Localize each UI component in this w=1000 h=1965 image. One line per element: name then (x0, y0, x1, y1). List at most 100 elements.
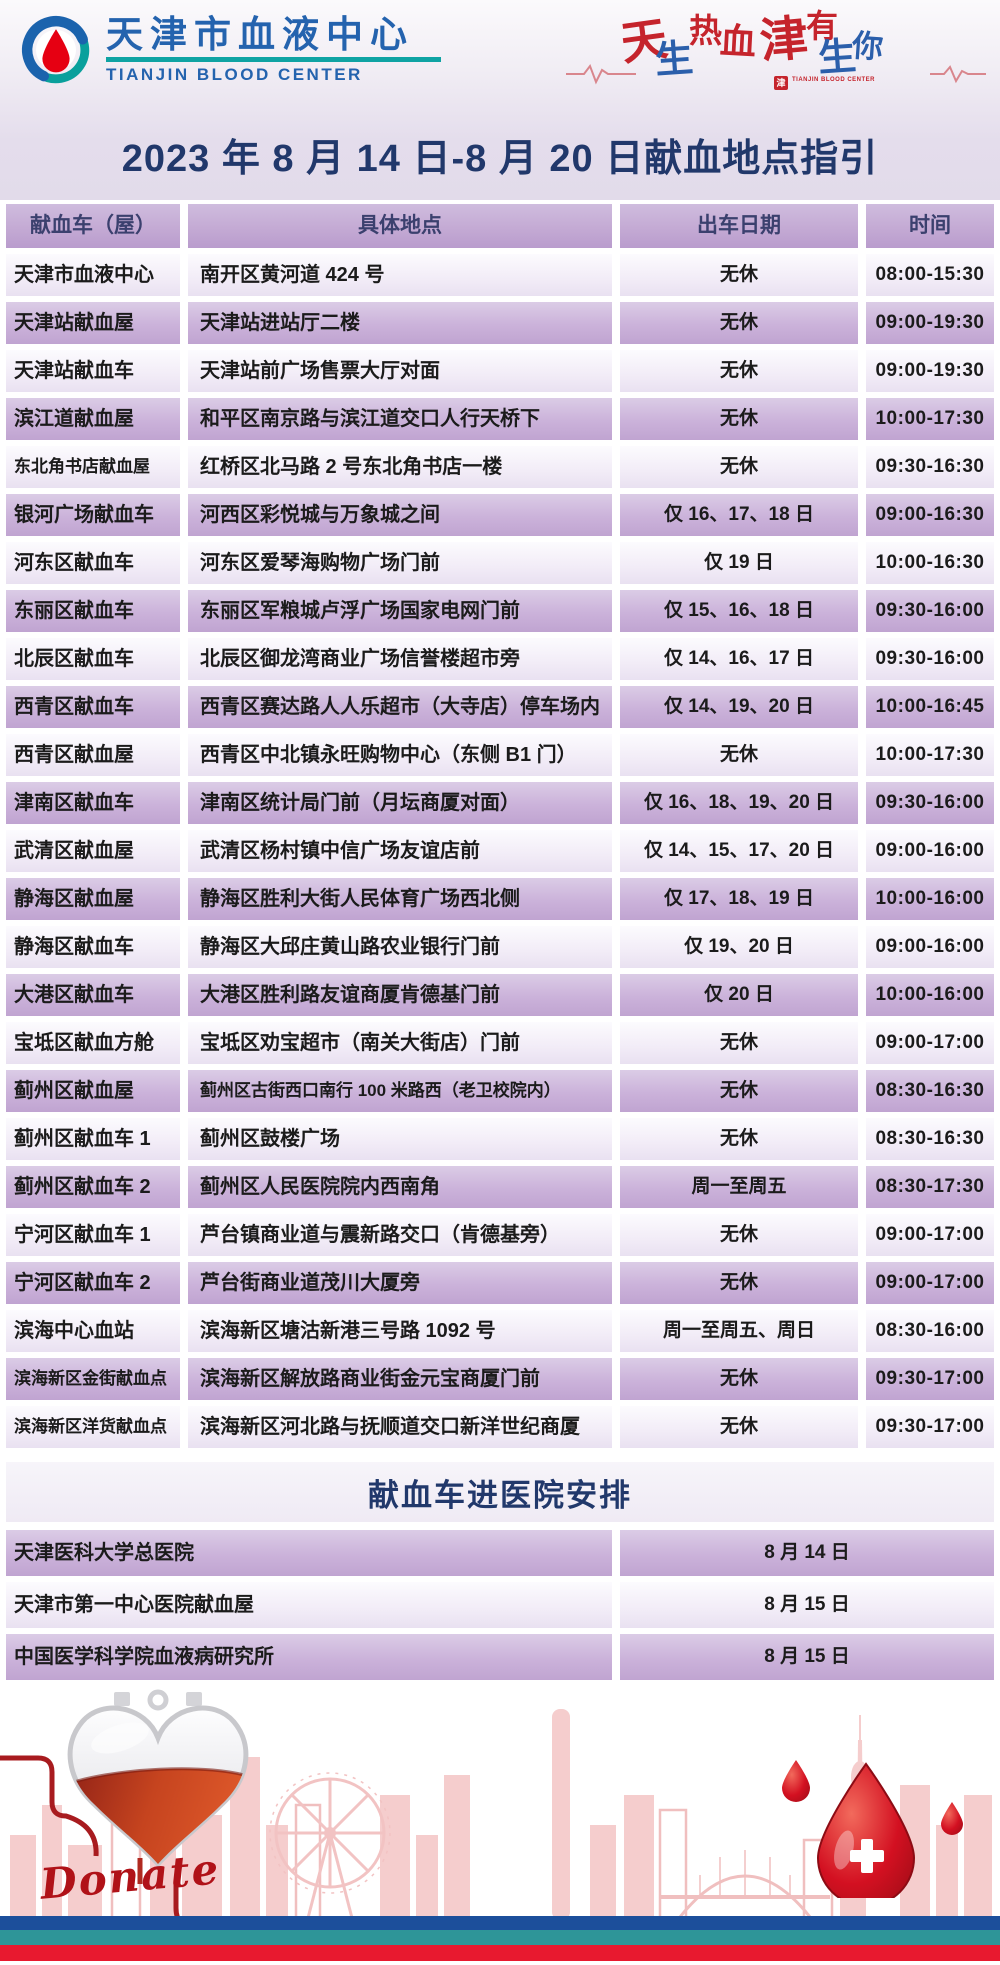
decorative-footer: Donate (0, 1680, 1000, 1965)
logo-chinese-name: 天津市血液中心 (106, 13, 414, 55)
time-cell: 09:30-16:00 (866, 638, 994, 680)
dates-cell: 仅 15、16、18 日 (620, 590, 858, 632)
station-name-cell: 天津站献血车 (6, 350, 180, 392)
time-cell: 09:30-17:00 (866, 1406, 994, 1448)
address-cell: 蓟州区古街西口南行 100 米路西（老卫校院内） (188, 1070, 612, 1112)
station-name-cell: 静海区献血屋 (6, 878, 180, 920)
blood-drop-ring-icon (21, 16, 90, 84)
address-cell: 和平区南京路与滨江道交口人行天桥下 (188, 398, 612, 440)
address-cell: 滨海新区塘沽新港三号路 1092 号 (188, 1310, 612, 1352)
dates-cell: 无休 (620, 1358, 858, 1400)
address-cell: 北辰区御龙湾商业广场信誉楼超市旁 (188, 638, 612, 680)
schedule-table: 献血车（屋） 具体地点 出车日期 时间 天津市血液中心 南开区黄河道 424 号无休 08… (0, 200, 1000, 1448)
time-cell: 09:30-16:00 (866, 590, 994, 632)
dates-cell: 无休 (620, 398, 858, 440)
address-cell: 东丽区军粮城卢浮广场国家电网门前 (188, 590, 612, 632)
time-cell: 09:30-16:00 (866, 782, 994, 824)
stripe-blue (0, 1916, 1000, 1930)
dates-cell: 无休 (620, 1118, 858, 1160)
heart-blood-bag-icon (67, 1689, 249, 1884)
time-cell: 09:30-16:30 (866, 446, 994, 488)
address-cell: 静海区胜利大街人民体育广场西北侧 (188, 878, 612, 920)
dates-cell: 无休 (620, 254, 858, 296)
dates-cell: 无休 (620, 302, 858, 344)
address-cell: 天津站进站厅二楼 (188, 302, 612, 344)
address-cell: 宝坻区劝宝超市（南关大街店）门前 (188, 1022, 612, 1064)
time-cell: 08:00-15:30 (866, 254, 994, 296)
time-cell: 08:30-16:00 (866, 1310, 994, 1352)
time-cell: 09:00-16:30 (866, 494, 994, 536)
time-cell: 09:00-19:30 (866, 350, 994, 392)
address-cell: 武清区杨村镇中信广场友谊店前 (188, 830, 612, 872)
hospital-table-body: 天津医科大学总医院 8 月 14 日天津市第一中心医院献血屋 8 月 15 日中国医… (0, 1530, 1000, 1680)
station-name-cell: 大港区献血车 (6, 974, 180, 1016)
time-cell: 08:30-17:30 (866, 1166, 994, 1208)
slogan-characters: 天生热血津有生你 (617, 10, 884, 82)
hospital-section-title: 献血车进医院安排 (368, 1477, 632, 1513)
heartbeat-line-icon (566, 63, 636, 85)
station-name-cell: 宝坻区献血方舱 (6, 1022, 180, 1064)
dates-cell: 仅 14、16、17 日 (620, 638, 858, 680)
station-name-cell: 西青区献血屋 (6, 734, 180, 776)
station-name-cell: 武清区献血屋 (6, 830, 180, 872)
dates-cell: 仅 16、18、19、20 日 (620, 782, 858, 824)
station-name-cell: 蓟州区献血屋 (6, 1070, 180, 1112)
table-header-row: 献血车（屋） 具体地点 出车日期 时间 (6, 204, 994, 248)
time-cell: 09:00-17:00 (866, 1214, 994, 1256)
dates-cell: 无休 (620, 1070, 858, 1112)
time-cell: 09:00-17:00 (866, 1262, 994, 1304)
address-cell: 西青区中北镇永旺购物中心（东侧 B1 门） (188, 734, 612, 776)
stripe-white (0, 1961, 1000, 1965)
time-cell: 09:00-19:30 (866, 302, 994, 344)
dates-cell: 无休 (620, 1406, 858, 1448)
hospital-date-cell: 8 月 15 日 (620, 1634, 994, 1680)
address-cell: 滨海新区河北路与抚顺道交口新洋世纪商厦 (188, 1406, 612, 1448)
time-cell: 09:30-17:00 (866, 1358, 994, 1400)
column-header: 献血车（屋） (6, 204, 180, 248)
station-name-cell: 西青区献血车 (6, 686, 180, 728)
time-cell: 10:00-16:30 (866, 542, 994, 584)
slogan-char: 热 (689, 11, 723, 50)
table-body: 天津市血液中心 南开区黄河道 424 号无休 08:00-15:30 天津站献血屋 天津… (6, 254, 994, 1448)
address-cell: 静海区大邱庄黄山路农业银行门前 (188, 926, 612, 968)
dates-cell: 仅 17、18、19 日 (620, 878, 858, 920)
hospital-section-header: 献血车进医院安排 (6, 1462, 994, 1522)
dates-cell: 无休 (620, 350, 858, 392)
address-cell: 芦台街商业道茂川大厦旁 (188, 1262, 612, 1304)
station-name-cell: 宁河区献血车 1 (6, 1214, 180, 1256)
time-cell: 08:30-16:30 (866, 1118, 994, 1160)
page-title: 2023 年 8 月 14 日-8 月 20 日献血地点指引 (121, 138, 879, 180)
station-name-cell: 东丽区献血车 (6, 590, 180, 632)
station-name-cell: 静海区献血车 (6, 926, 180, 968)
dates-cell: 周一至周五、周日 (620, 1310, 858, 1352)
dates-cell: 仅 16、17、18 日 (620, 494, 858, 536)
dates-cell: 无休 (620, 1262, 858, 1304)
dates-cell: 仅 14、15、17、20 日 (620, 830, 858, 872)
station-name-cell: 滨海新区金街献血点 (6, 1358, 180, 1400)
time-cell: 09:00-17:00 (866, 1022, 994, 1064)
time-cell: 10:00-16:45 (866, 686, 994, 728)
time-cell: 09:00-16:00 (866, 830, 994, 872)
time-cell: 08:30-16:30 (866, 1070, 994, 1112)
footer-stripes (0, 1916, 1000, 1965)
dates-cell: 仅 19、20 日 (620, 926, 858, 968)
address-cell: 红桥区北马路 2 号东北角书店一楼 (188, 446, 612, 488)
dates-cell: 周一至周五 (620, 1166, 858, 1208)
station-name-cell: 蓟州区献血车 1 (6, 1118, 180, 1160)
seal-caption: TIANJIN BLOOD CENTER (792, 77, 876, 83)
station-name-cell: 宁河区献血车 2 (6, 1262, 180, 1304)
address-cell: 南开区黄河道 424 号 (188, 254, 612, 296)
station-name-cell: 河东区献血车 (6, 542, 180, 584)
slogan-char: 津 (757, 10, 811, 70)
dates-cell: 仅 19 日 (620, 542, 858, 584)
station-name-cell: 天津市血液中心 (6, 254, 180, 296)
address-cell: 蓟州区鼓楼广场 (188, 1118, 612, 1160)
slogan-char: 血 (718, 20, 758, 64)
hospital-section: 献血车进医院安排 天津医科大学总医院 8 月 14 日天津市第一中心医院献血屋 8 … (0, 1462, 1000, 1680)
station-name-cell: 滨江道献血屋 (6, 398, 180, 440)
address-cell: 蓟州区人民医院院内西南角 (188, 1166, 612, 1208)
stripe-red (0, 1945, 1000, 1961)
time-cell: 10:00-16:00 (866, 878, 994, 920)
column-header: 出车日期 (620, 204, 858, 248)
